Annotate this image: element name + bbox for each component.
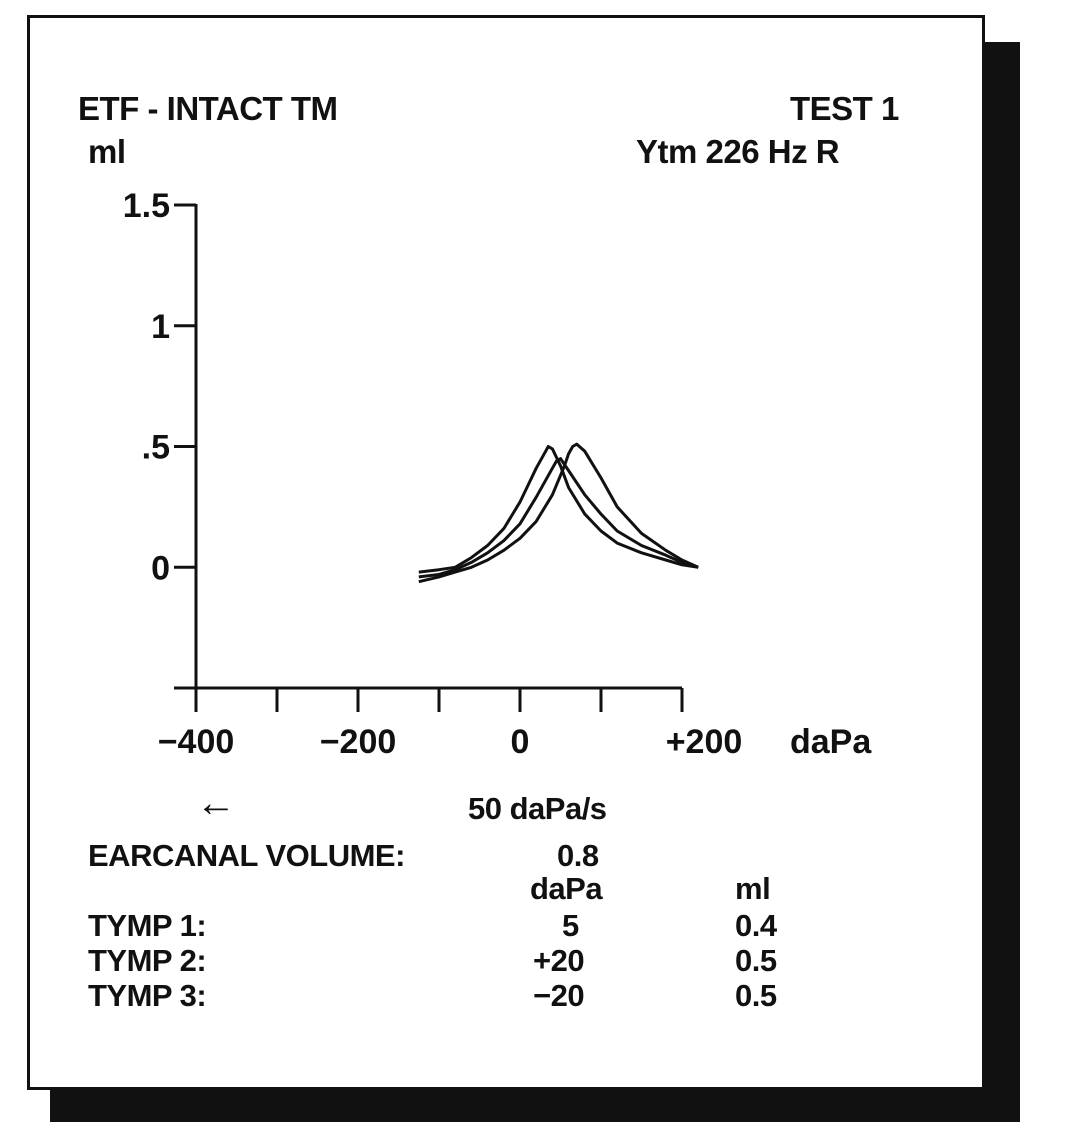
probe-label: Ytm 226 Hz R (636, 133, 840, 170)
chart-title: ETF - INTACT TM (78, 90, 338, 127)
tymp-row-volume: 0.5 (735, 978, 777, 1013)
tymp-row-label: TYMP 1: (88, 908, 207, 943)
tymp-row-volume: 0.5 (735, 943, 777, 978)
tympanogram-curve-1 (418, 445, 699, 574)
earcanal-volume-label: EARCANAL VOLUME: (88, 838, 405, 873)
x-axis-unit-label: daPa (790, 723, 872, 761)
tymp-row-label: TYMP 2: (88, 943, 207, 978)
tymp-row-pressure: −20 (533, 978, 585, 1013)
y-tick-label: 1.5 (123, 187, 170, 225)
series-group (418, 442, 699, 584)
pressure-column-header: daPa (530, 871, 603, 906)
earcanal-volume-value: 0.8 (557, 838, 599, 873)
tymp-row-label: TYMP 3: (88, 978, 207, 1013)
tymp-row-pressure: +20 (533, 943, 585, 978)
y-axis-unit-label: ml (88, 133, 126, 170)
y-tick-label: 0 (151, 549, 170, 587)
y-ticks: 1.51.50 (123, 187, 196, 587)
tymp-row-volume: 0.4 (735, 908, 777, 943)
left-arrow-icon: ← (196, 781, 236, 825)
x-tick-label: −200 (320, 723, 397, 761)
tympanogram-panel (27, 15, 985, 1090)
tympanogram-curve-3 (418, 442, 699, 584)
x-tick-label: 0 (511, 723, 530, 761)
y-tick-label: .5 (142, 429, 170, 467)
x-tick-label: −400 (158, 723, 235, 761)
x-tick-label: +200 (666, 723, 743, 761)
tymp-row-pressure: 5 (562, 908, 579, 943)
sweep-speed-label: 50 daPa/s (468, 791, 607, 826)
volume-column-header: ml (735, 871, 771, 906)
y-tick-label: 1 (151, 308, 170, 346)
test-label: TEST 1 (790, 90, 899, 127)
tympanogram-curve-2 (418, 457, 699, 579)
x-ticks: −400 −200 0 +200 (158, 688, 743, 761)
